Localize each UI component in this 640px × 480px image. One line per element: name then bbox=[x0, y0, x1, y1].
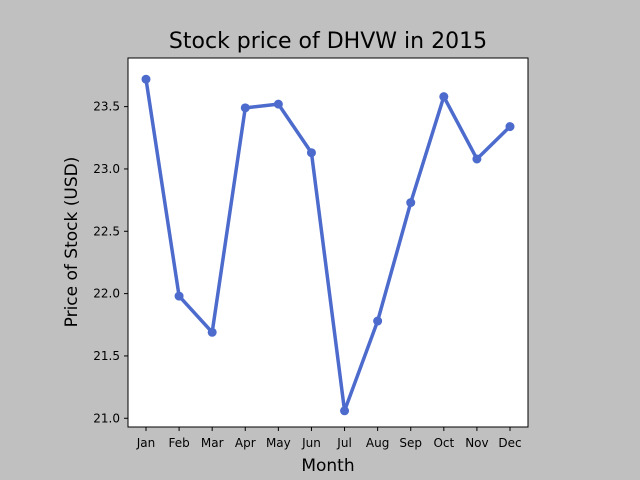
x-axis: Jan Feb Mar Apr May Jun Jul Aug Sep Oct Nov Dec bbox=[136, 427, 522, 450]
x-tick-label: Nov bbox=[465, 436, 488, 450]
x-tick-label: Dec bbox=[498, 436, 521, 450]
y-axis: 21.0 21.5 22.0 22.5 23.0 23.5 bbox=[93, 100, 128, 425]
data-point-apr bbox=[240, 103, 250, 113]
y-tick-label: 21.5 bbox=[93, 349, 120, 363]
x-tick-label: Jan bbox=[136, 436, 156, 450]
x-tick-label: May bbox=[266, 436, 291, 450]
data-point-dec bbox=[505, 122, 515, 132]
x-tick-label: Jun bbox=[301, 436, 321, 450]
data-point-nov bbox=[472, 154, 482, 164]
x-tick-label: Mar bbox=[201, 436, 224, 450]
data-point-oct bbox=[439, 92, 449, 102]
x-tick-label: Jul bbox=[336, 436, 351, 450]
y-tick-label: 22.0 bbox=[93, 287, 120, 301]
data-point-may bbox=[273, 99, 283, 109]
y-tick-label: 23.0 bbox=[93, 162, 120, 176]
x-tick-label: Sep bbox=[399, 436, 422, 450]
x-tick-label: Aug bbox=[366, 436, 389, 450]
y-axis-label: Price of Stock (USD) bbox=[62, 157, 82, 328]
x-tick-label: Apr bbox=[235, 436, 256, 450]
x-tick-label: Oct bbox=[433, 436, 454, 450]
y-tick-label: 22.5 bbox=[93, 224, 120, 238]
x-axis-label: Month bbox=[301, 456, 354, 476]
plot-area bbox=[127, 57, 529, 428]
data-point-jan bbox=[141, 74, 151, 84]
y-tick-label: 21.0 bbox=[93, 411, 120, 425]
data-point-jun bbox=[306, 148, 316, 158]
chart-title: Stock price of DHVW in 2015 bbox=[169, 29, 487, 54]
data-point-feb bbox=[174, 291, 184, 301]
data-point-aug bbox=[373, 316, 383, 326]
x-tick-label: Feb bbox=[168, 436, 189, 450]
series-line bbox=[144, 77, 512, 413]
series-dhvw bbox=[141, 74, 515, 416]
data-point-mar bbox=[207, 327, 217, 337]
data-point-sep bbox=[406, 198, 416, 208]
data-point-jul bbox=[340, 406, 350, 416]
y-tick-label: 23.5 bbox=[93, 100, 120, 114]
